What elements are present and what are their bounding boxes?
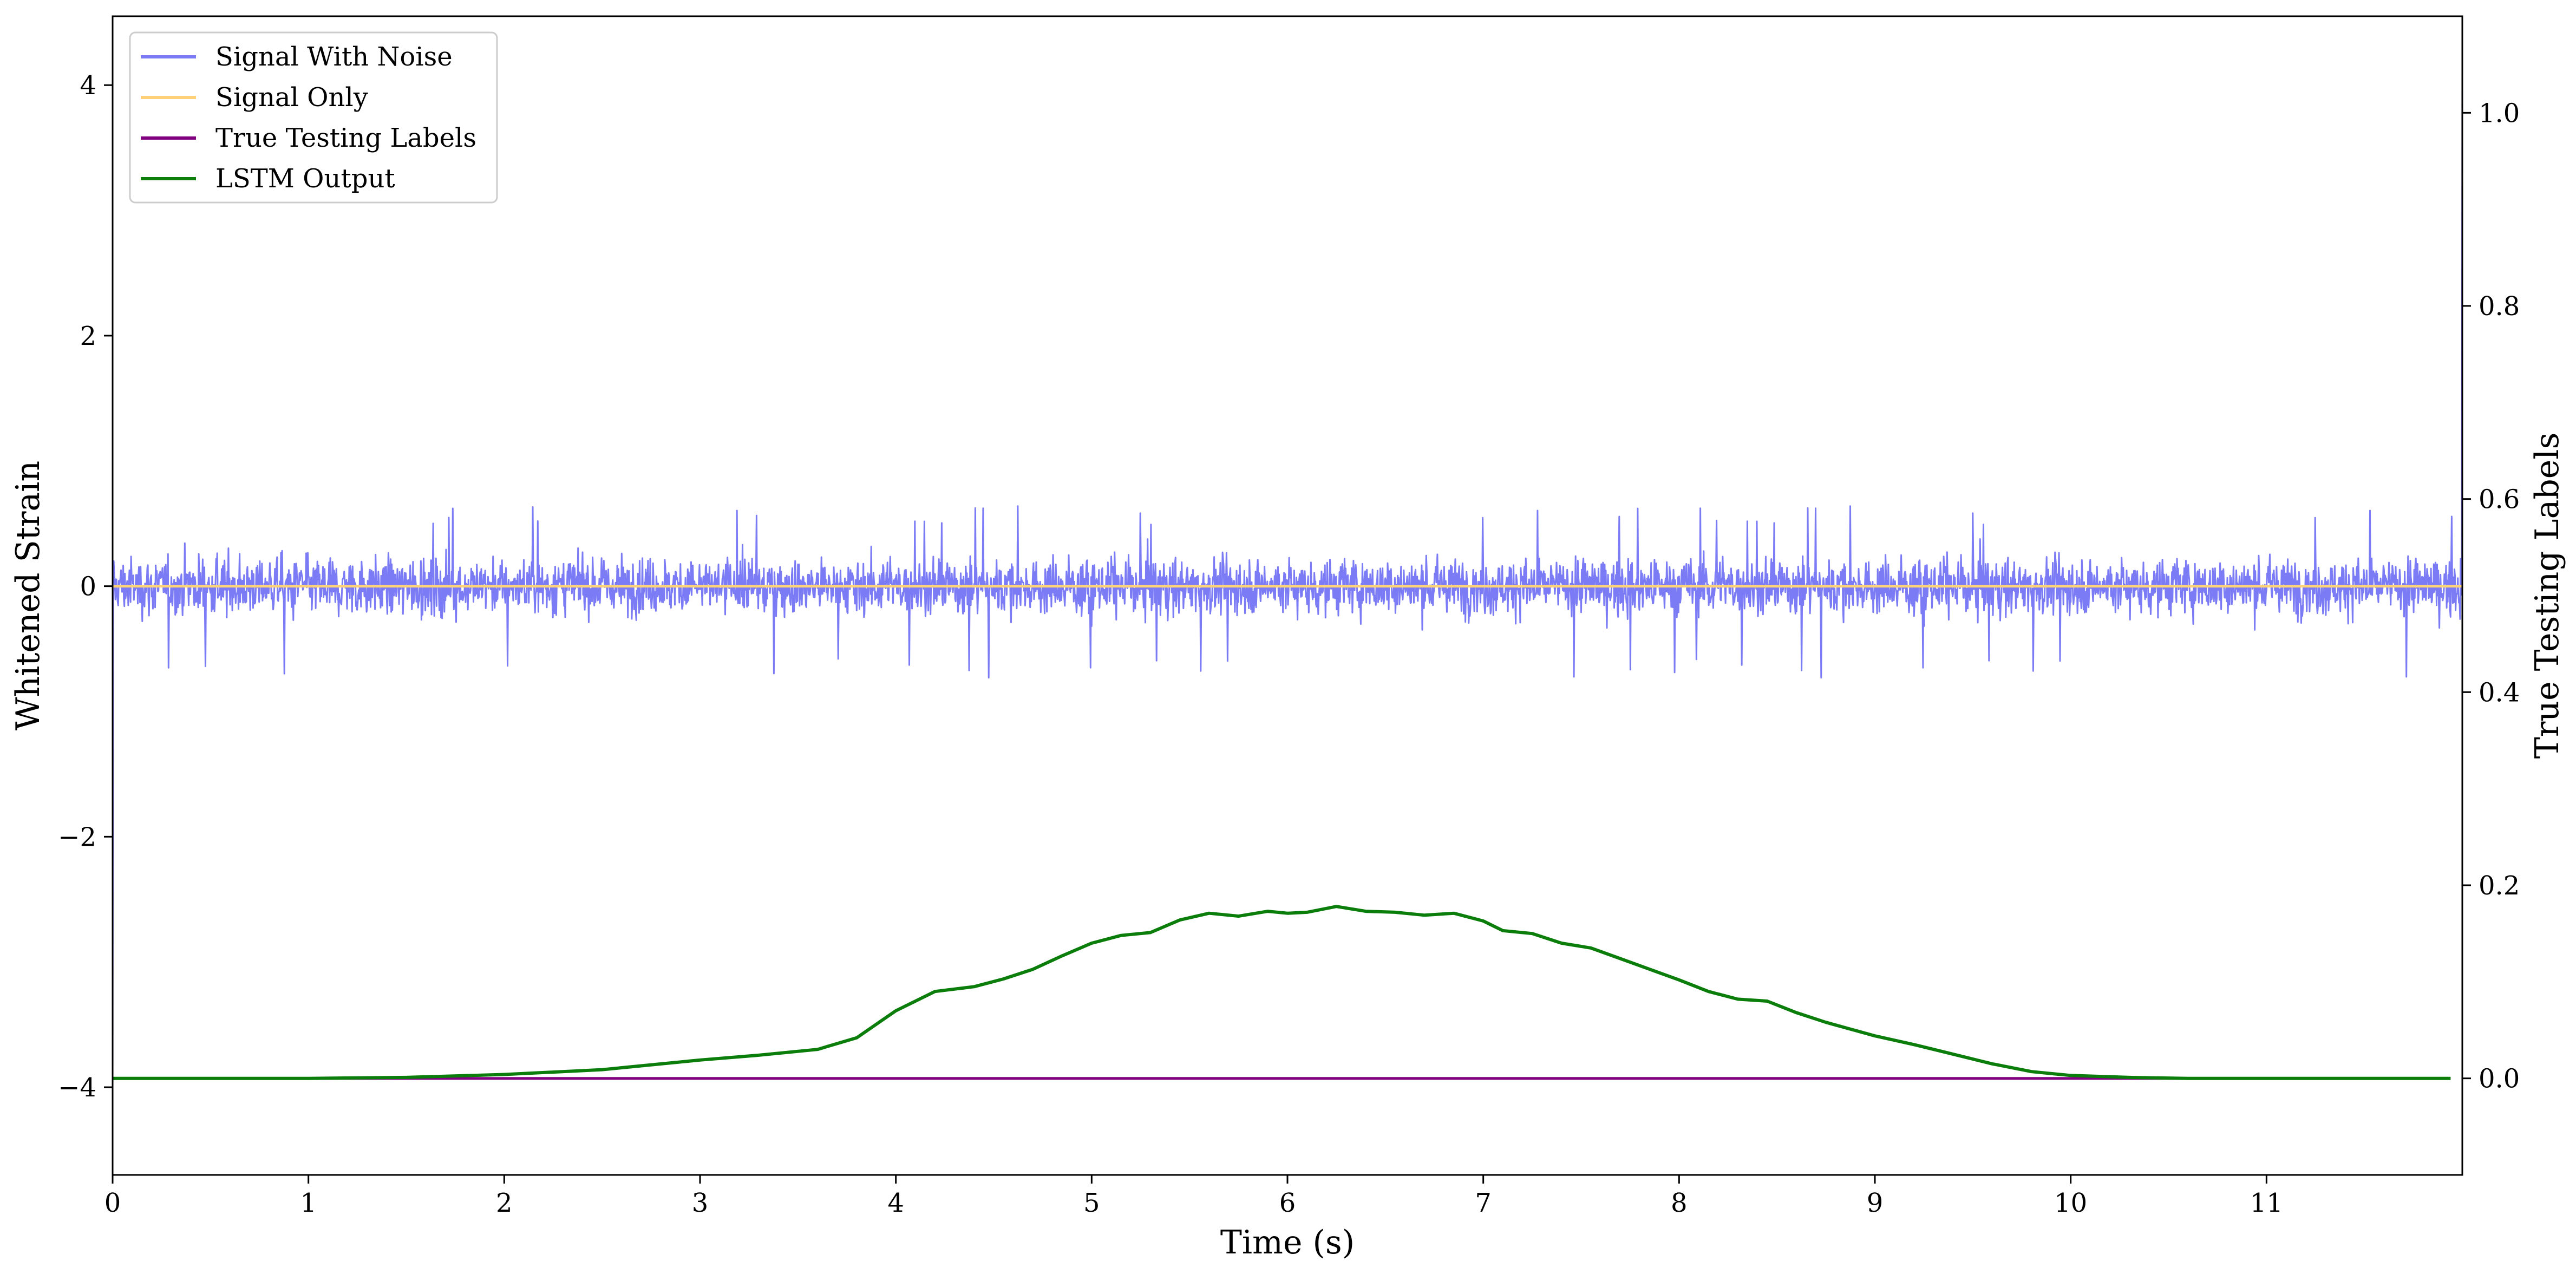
right-axis-ticks: 1.0 0.8 0.6 0.4 0.2 0.0 (2462, 98, 2520, 1094)
right-tick-label: 0.8 (2479, 291, 2520, 322)
legend: Signal With Noise Signal Only True Testing… (129, 31, 498, 204)
x-tick-label: 9 (1867, 1188, 1884, 1218)
series-layer (113, 585, 2462, 1080)
left-axis-ticks: 4 2 0 −2 −4 (58, 70, 113, 1103)
right-tick-label: 0.0 (2479, 1064, 2520, 1094)
left-tick-label: 0 (80, 572, 96, 602)
legend-label: Signal With Noise (215, 42, 453, 72)
right-tick-label: 0.4 (2479, 677, 2520, 708)
right-tick-label: 0.2 (2479, 871, 2520, 901)
x-tick-label: 0 (104, 1188, 121, 1218)
legend-box (129, 31, 498, 204)
right-tick-label: 0.6 (2479, 485, 2520, 515)
left-tick-label: 4 (80, 70, 96, 101)
x-tick-label: 10 (2054, 1188, 2087, 1218)
signal-with-noise-line (112, 66, 2463, 1088)
legend-label: Signal Only (215, 82, 368, 113)
x-tick-label: 7 (1475, 1188, 1492, 1218)
left-axis-label: Whitened Strain (9, 461, 47, 730)
x-tick-label: 8 (1671, 1188, 1688, 1218)
signal-with-noise-trace (112, 66, 2463, 1088)
left-tick-label: −4 (58, 1073, 96, 1103)
legend-label: True Testing Labels (215, 123, 476, 153)
right-tick-label: 1.0 (2479, 98, 2520, 128)
left-tick-label: 2 (80, 321, 96, 351)
x-axis-label: Time (s) (1220, 1224, 1355, 1262)
legend-label: LSTM Output (215, 164, 395, 194)
right-axis-label: True Testing Labels (2528, 433, 2566, 759)
x-tick-label: 11 (2250, 1188, 2283, 1218)
x-tick-label: 6 (1279, 1188, 1296, 1218)
lstm-output-line (113, 905, 2451, 1080)
x-tick-label: 1 (300, 1188, 317, 1218)
x-axis-ticks: 0 1 2 3 4 5 6 7 8 9 10 11 (104, 1175, 2283, 1218)
x-tick-label: 2 (496, 1188, 513, 1218)
x-tick-label: 3 (692, 1188, 709, 1218)
left-tick-label: −2 (58, 822, 96, 852)
x-tick-label: 5 (1083, 1188, 1100, 1218)
x-tick-label: 4 (887, 1188, 904, 1218)
